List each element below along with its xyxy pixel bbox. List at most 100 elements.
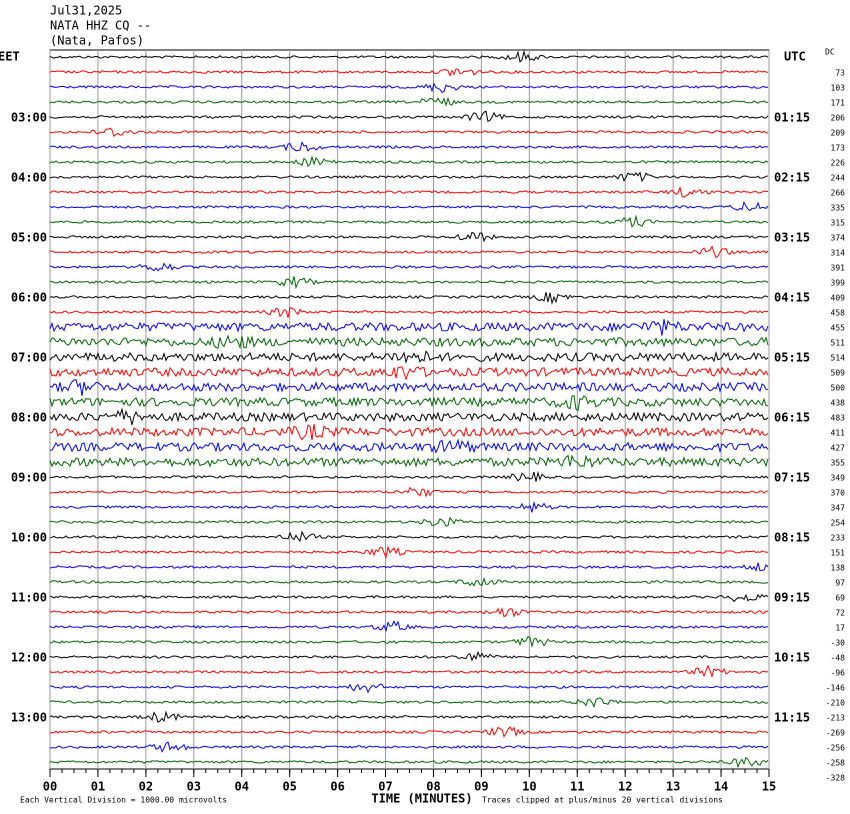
left-time-label: 11:00 xyxy=(11,591,47,605)
station: NATA HHZ CQ -- xyxy=(50,19,151,33)
dc-offset: -210 xyxy=(826,699,845,708)
trace xyxy=(49,530,769,542)
dc-offset: 206 xyxy=(831,114,846,123)
trace xyxy=(49,697,769,708)
x-tick-label: 02 xyxy=(139,780,153,794)
dc-offset: -269 xyxy=(826,729,845,738)
trace xyxy=(49,470,769,482)
trace xyxy=(50,214,769,228)
x-tick-label: 13 xyxy=(666,780,680,794)
trace xyxy=(49,664,769,679)
dc-offset: -213 xyxy=(826,714,845,723)
x-tick-label: 04 xyxy=(235,780,249,794)
dc-offset: 483 xyxy=(831,414,846,423)
right-time-label: 01:15 xyxy=(774,111,810,125)
x-tick-label: 07 xyxy=(378,780,392,794)
trace xyxy=(49,726,769,738)
dc-offset: 138 xyxy=(831,564,846,573)
dc-offset: 391 xyxy=(831,264,846,273)
x-tick-label: 14 xyxy=(714,780,728,794)
dc-offset: 266 xyxy=(831,189,846,198)
dc-offset: -328 xyxy=(826,774,845,783)
plot-frame xyxy=(49,49,770,770)
x-tick-label: 12 xyxy=(618,780,632,794)
x-tick-label: 10 xyxy=(522,780,536,794)
dc-offset: 69 xyxy=(835,594,845,603)
left-time-label: 12:00 xyxy=(11,651,47,665)
x-tick-label: 03 xyxy=(187,780,201,794)
trace xyxy=(49,424,769,441)
right-time-label: 08:15 xyxy=(774,531,810,545)
dc-offset: 370 xyxy=(831,489,846,498)
dc-offset: 72 xyxy=(835,609,845,618)
dc-label: DC xyxy=(825,48,835,57)
trace xyxy=(49,334,769,350)
dc-offset: 511 xyxy=(831,339,846,348)
left-time-label: 06:00 xyxy=(11,291,47,305)
trace xyxy=(49,350,769,365)
trace xyxy=(49,49,769,63)
dc-offset: -146 xyxy=(826,684,845,693)
trace xyxy=(49,593,769,603)
trace xyxy=(49,155,769,168)
dc-offset: 409 xyxy=(831,294,846,303)
trace xyxy=(49,262,769,272)
left-time-label: 04:00 xyxy=(11,171,47,185)
right-time-label: 02:15 xyxy=(774,171,810,185)
dc-offset: 226 xyxy=(831,159,846,168)
dc-offset: 171 xyxy=(831,99,846,108)
right-time-label: 07:15 xyxy=(774,471,810,485)
dc-offset: 314 xyxy=(831,249,846,258)
right-time-label: 05:15 xyxy=(774,351,810,365)
trace xyxy=(49,82,769,93)
dc-offset: 411 xyxy=(831,429,846,438)
left-time-label: 05:00 xyxy=(11,231,47,245)
dc-offset: 500 xyxy=(831,384,846,393)
x-tick-label: 11 xyxy=(570,780,584,794)
dc-offset: 151 xyxy=(831,549,846,558)
left-time-label: 10:00 xyxy=(11,531,47,545)
trace xyxy=(49,545,769,559)
trace xyxy=(49,306,769,318)
trace xyxy=(49,683,769,694)
trace xyxy=(49,741,769,753)
dc-offset: 349 xyxy=(831,474,846,483)
trace xyxy=(49,576,769,587)
trace xyxy=(49,454,769,469)
trace xyxy=(49,292,769,306)
dc-offset: 73 xyxy=(835,69,845,78)
x-tick-label: 06 xyxy=(330,780,344,794)
left-time-label: 08:00 xyxy=(11,411,47,425)
trace xyxy=(49,607,769,618)
trace xyxy=(49,68,769,77)
dc-offset: 315 xyxy=(831,219,846,228)
dc-offset: 514 xyxy=(831,354,846,363)
trace xyxy=(49,319,769,336)
trace xyxy=(49,96,768,107)
trace xyxy=(49,127,769,138)
left-time-label: 07:00 xyxy=(11,351,47,365)
dc-offset: 209 xyxy=(831,129,846,138)
trace xyxy=(49,395,769,412)
dc-offset: -256 xyxy=(826,744,845,753)
dc-offset: 374 xyxy=(831,234,846,243)
dc-offset: -258 xyxy=(826,759,845,768)
dc-offset: 347 xyxy=(831,504,846,513)
dc-offset: 233 xyxy=(831,534,846,543)
trace xyxy=(49,245,769,259)
left-zone: EET xyxy=(0,50,20,64)
trace xyxy=(49,407,769,426)
clip-note: Traces clipped at plus/minus 20 vertical… xyxy=(482,796,723,805)
dc-offset: 455 xyxy=(831,324,846,333)
trace xyxy=(49,366,769,381)
trace xyxy=(49,650,769,662)
right-zone: UTC xyxy=(784,50,806,64)
dc-offset: 335 xyxy=(831,204,846,213)
right-time-label: 03:15 xyxy=(774,231,810,245)
right-time-label: 04:15 xyxy=(774,291,810,305)
x-tick-label: 05 xyxy=(282,780,296,794)
dc-offset: 427 xyxy=(831,444,846,453)
trace xyxy=(49,185,769,198)
right-time-label: 09:15 xyxy=(774,591,810,605)
